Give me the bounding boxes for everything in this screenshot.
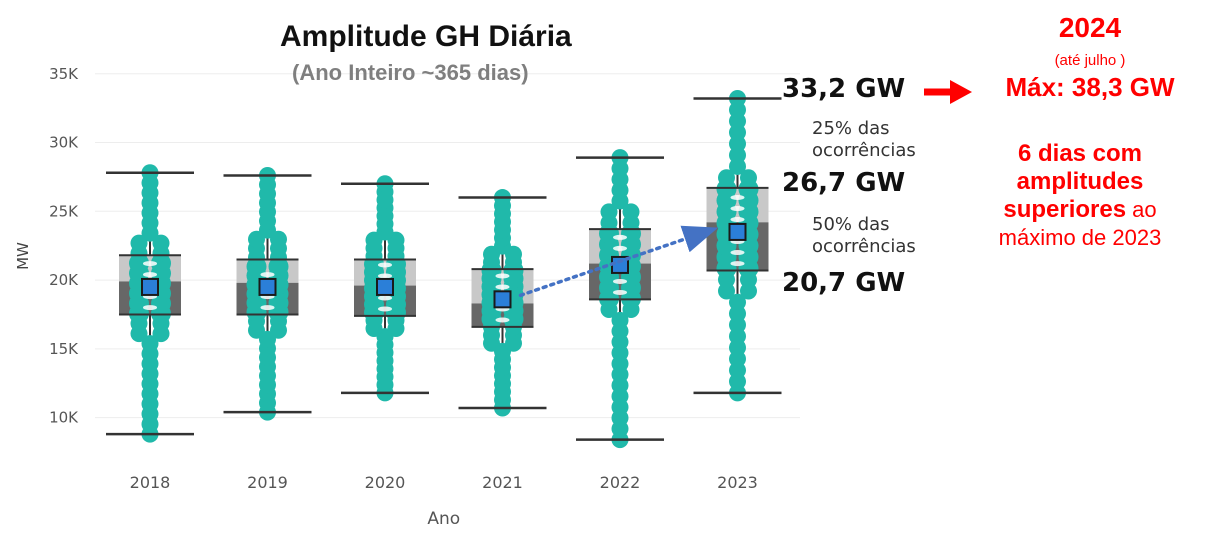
y-tick-label: 20K <box>49 271 79 289</box>
dot-highlight <box>143 305 157 311</box>
box-upper-quartile <box>119 255 181 282</box>
dot-highlight <box>613 289 627 295</box>
mean-marker <box>728 222 747 241</box>
x-tick-label: 2019 <box>247 473 288 492</box>
year-2024-label: 2024 <box>1058 12 1122 43</box>
days-line2: amplitudes <box>1016 168 1144 195</box>
pct50-line1: 50% das <box>812 214 890 235</box>
dot-highlight <box>143 261 157 267</box>
mean-marker <box>141 277 159 296</box>
dot-highlight <box>260 272 275 278</box>
dot-highlight <box>730 250 745 256</box>
pct50-line2: ocorrências <box>812 236 916 257</box>
pct50-note: 50% das ocorrências <box>812 214 916 258</box>
x-tick-label: 2018 <box>130 473 171 492</box>
days-line3: superiores ao <box>960 196 1200 224</box>
x-tick-label: 2022 <box>600 473 641 492</box>
chart-title: Amplitude GH Diária <box>280 20 572 53</box>
data-dots <box>364 175 406 402</box>
box-2022 <box>576 149 664 449</box>
y-tick-label: 25K <box>49 202 79 220</box>
y-tick-label: 15K <box>49 340 79 358</box>
dot-highlight <box>613 234 627 240</box>
dot-highlight <box>143 272 157 278</box>
dot-highlight <box>730 206 745 212</box>
max-2023-label: 33,2 GW <box>782 74 906 104</box>
dot-highlight <box>378 273 392 279</box>
data-dot <box>600 203 618 221</box>
y-tick-label: 35K <box>49 65 79 83</box>
dot-highlight <box>730 217 745 223</box>
pct25-line2: ocorrências <box>812 140 916 161</box>
data-dot <box>740 169 757 187</box>
dot-highlight <box>730 261 745 267</box>
x-tick-label: 2023 <box>717 473 758 492</box>
box-2018 <box>106 164 194 443</box>
box-2021 <box>458 189 547 417</box>
q3-2023-label: 26,7 GW <box>782 168 906 198</box>
mean-marker <box>493 290 512 309</box>
data-dot <box>130 234 148 252</box>
dot-highlight <box>730 195 745 201</box>
box-upper-quartile <box>706 187 769 223</box>
gridlines <box>95 73 800 419</box>
dot-highlight <box>378 262 392 268</box>
ate-julho-label: (até julho ) <box>1054 52 1126 69</box>
dot-highlight <box>495 284 510 290</box>
dot-highlight <box>260 305 275 311</box>
box-2019 <box>223 167 312 421</box>
dot-highlight <box>378 295 392 301</box>
x-axis-label: Ano <box>427 509 460 529</box>
pct25-note: 25% das ocorrências <box>812 118 916 162</box>
box-2023 <box>693 90 782 402</box>
mean-marker <box>376 277 394 296</box>
dot-highlight <box>613 278 627 284</box>
mean-marker <box>258 277 277 296</box>
y-tick-label: 30K <box>49 134 79 152</box>
boxes-layer <box>106 90 782 449</box>
x-axis: 2018 2019 2020 2021 2022 2023 Ano <box>130 473 758 529</box>
data-dot <box>611 311 629 329</box>
days-line3-bold: superiores <box>1003 196 1127 223</box>
box-2020 <box>341 175 429 402</box>
days-note: 6 dias com amplitudes superiores ao máxi… <box>960 140 1200 252</box>
data-dot <box>152 234 170 252</box>
arrows-layer <box>518 80 972 298</box>
data-dot <box>141 335 159 353</box>
dot-highlight <box>613 245 627 251</box>
y-axis: 10K 15K 20K 25K 30K 35K MW <box>14 65 79 427</box>
dot-highlight <box>495 317 510 323</box>
data-dot <box>622 203 640 221</box>
dot-highlight <box>378 306 392 312</box>
x-tick-label: 2020 <box>365 473 406 492</box>
chart-subtitle: (Ano Inteiro ~365 dias) <box>292 60 529 85</box>
red-arrow-head <box>950 80 972 104</box>
max-2024-label: Máx: 38,3 GW <box>1005 72 1175 102</box>
data-dot <box>718 169 735 187</box>
y-axis-label: MW <box>14 242 32 270</box>
trend-arrow <box>518 225 719 298</box>
dot-highlight <box>495 273 510 279</box>
days-line4: máximo de 2023 <box>998 225 1162 250</box>
x-tick-label: 2021 <box>482 473 523 492</box>
y-tick-label: 10K <box>49 409 79 427</box>
pct25-line1: 25% das <box>812 118 890 139</box>
q1-2023-label: 20,7 GW <box>782 268 906 298</box>
days-line3-rest: ao <box>1126 197 1157 222</box>
data-dot <box>729 293 746 311</box>
days-line1: 6 dias com <box>1017 140 1143 167</box>
